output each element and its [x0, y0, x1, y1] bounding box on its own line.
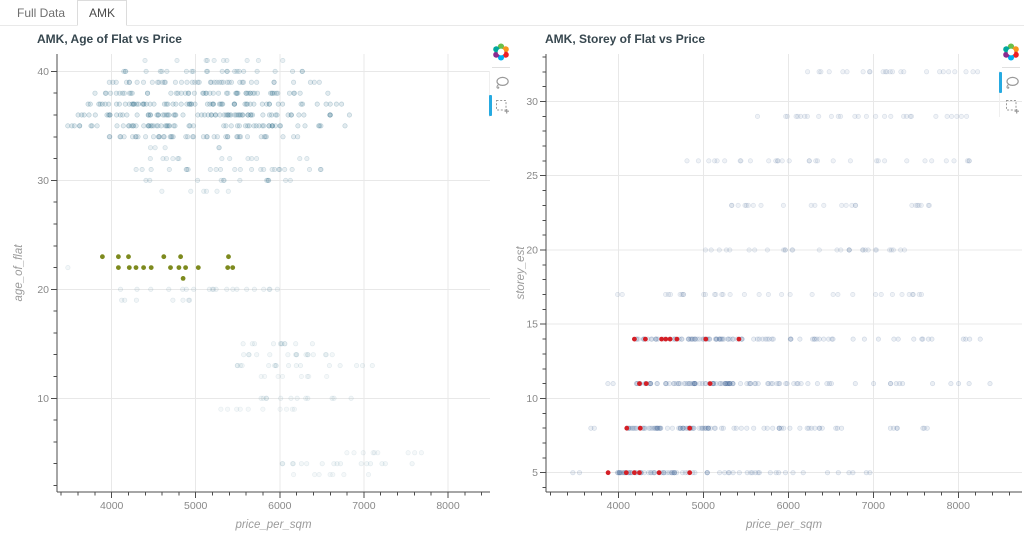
axis-layer: 4000 5000 6000 7000 8000 5 10 15 20 25 30 — [526, 54, 1022, 512]
tab-amk[interactable]: AMK — [77, 0, 128, 26]
svg-text:7000: 7000 — [352, 500, 376, 512]
svg-text:5000: 5000 — [692, 500, 716, 512]
tab-full-data[interactable]: Full Data — [17, 6, 66, 20]
svg-text:10: 10 — [526, 393, 538, 405]
svg-text:5000: 5000 — [184, 500, 208, 512]
axis-layer: 4000 5000 6000 7000 8000 10 20 30 40 — [37, 54, 490, 512]
scatter-canvas-age-vs-price[interactable]: 4000 5000 6000 7000 8000 10 20 30 40 AMK, Age of… — [0, 26, 516, 541]
svg-text:20: 20 — [37, 284, 49, 296]
scatter-canvas-storey-vs-price[interactable]: 4000 5000 6000 7000 8000 5 10 15 20 25 30 AMK, Sto… — [516, 26, 1024, 541]
x-axis-label: price_per_sqm — [745, 519, 822, 531]
toolbar-divider — [1002, 67, 1020, 68]
toolbar-divider — [492, 67, 510, 68]
plot-toolbar — [488, 42, 514, 117]
bokeh-logo[interactable] — [1001, 42, 1021, 62]
svg-text:10: 10 — [37, 393, 49, 405]
lasso-select-tool[interactable] — [998, 71, 1024, 94]
lasso-select-tool[interactable] — [490, 71, 514, 94]
svg-text:40: 40 — [37, 66, 49, 78]
tab-bar: Full Data AMK — [0, 0, 1024, 26]
x-axis-label: price_per_sqm — [234, 519, 311, 531]
plot-age-vs-price: 4000 5000 6000 7000 8000 10 20 30 40 AMK, Age of… — [0, 26, 516, 541]
svg-text:4000: 4000 — [607, 500, 631, 512]
svg-text:8000: 8000 — [947, 500, 971, 512]
lasso-icon — [1004, 75, 1020, 91]
plot-title: AMK, Age of Flat vs Price — [37, 32, 182, 46]
toolbar-tools — [488, 71, 514, 117]
svg-text:8000: 8000 — [436, 500, 460, 512]
points-layer — [570, 69, 993, 476]
toolbar-tools — [998, 71, 1024, 117]
plot-title: AMK, Storey of Flat vs Price — [545, 32, 705, 46]
box-zoom-icon — [1004, 98, 1020, 114]
svg-text:5: 5 — [532, 467, 538, 479]
plots-row: 4000 5000 6000 7000 8000 10 20 30 40 AMK, Age of… — [0, 26, 1024, 541]
points-layer — [65, 57, 424, 478]
bokeh-logo[interactable] — [491, 42, 511, 62]
svg-text:7000: 7000 — [862, 500, 886, 512]
svg-text:6000: 6000 — [777, 500, 801, 512]
lasso-icon — [494, 75, 510, 91]
svg-text:20: 20 — [526, 245, 538, 257]
svg-text:30: 30 — [526, 96, 538, 108]
box-zoom-tool[interactable] — [1000, 94, 1024, 117]
plot-storey-vs-price: 4000 5000 6000 7000 8000 5 10 15 20 25 30 AMK, Sto… — [516, 26, 1024, 541]
svg-text:4000: 4000 — [100, 500, 124, 512]
y-axis-label: age_of_flat — [13, 244, 25, 302]
svg-text:30: 30 — [37, 175, 49, 187]
svg-text:6000: 6000 — [268, 500, 292, 512]
grid-layer — [57, 54, 490, 492]
box-zoom-icon — [494, 98, 510, 114]
y-axis-label: storey_est — [516, 246, 527, 300]
box-zoom-tool[interactable] — [488, 94, 514, 117]
svg-text:25: 25 — [526, 170, 538, 182]
svg-text:15: 15 — [526, 319, 538, 331]
plot-toolbar — [998, 42, 1024, 117]
